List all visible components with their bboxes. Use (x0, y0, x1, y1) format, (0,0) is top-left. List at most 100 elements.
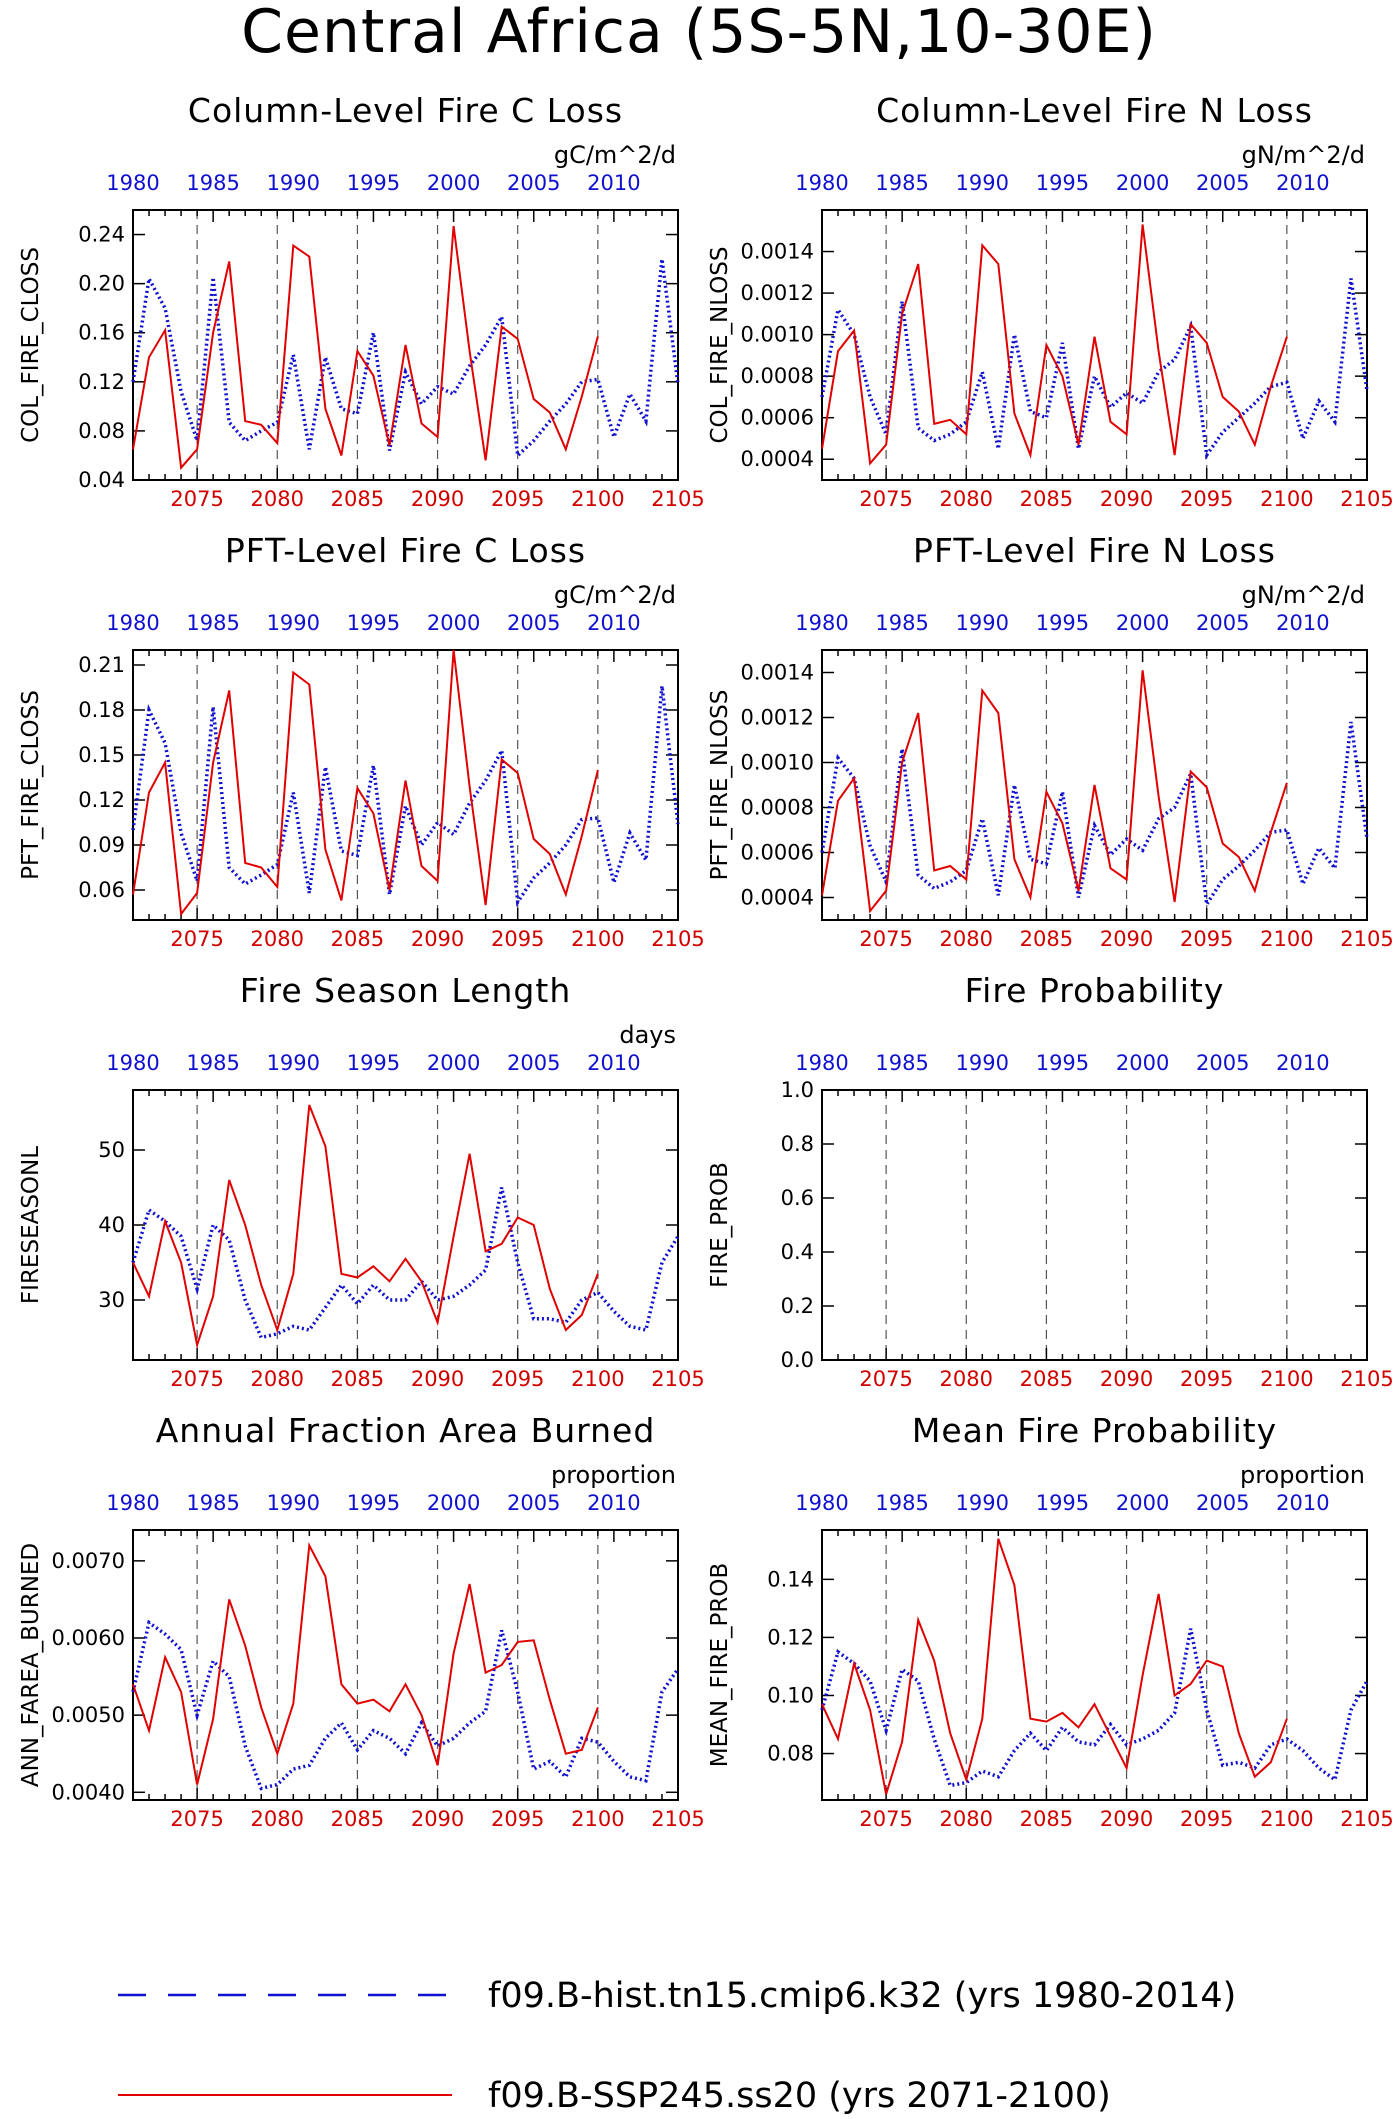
panel-title: Mean Fire Probability (912, 1411, 1277, 1450)
top-tick-label: 1990 (267, 1051, 320, 1075)
top-tick-label: 2000 (1116, 1491, 1169, 1515)
units-label: gC/m^2/d (554, 581, 676, 609)
y-tick-label: 0.0014 (741, 661, 814, 685)
x-tick-label: 2080 (940, 1807, 993, 1831)
y-tick-label: 0.18 (78, 698, 125, 722)
top-tick-label: 1995 (1036, 1051, 1089, 1075)
units-label: gC/m^2/d (554, 141, 676, 169)
legend-item-ssp: f09.B-SSP245.ss20 (yrs 2071-2100) (118, 2076, 1111, 2116)
panel-title: Annual Fraction Area Burned (156, 1411, 656, 1450)
y-tick-label: 0.24 (78, 223, 125, 247)
x-tick-label: 2085 (1020, 927, 1073, 951)
panel-title: Column-Level Fire C Loss (188, 91, 623, 130)
x-tick-label: 2095 (491, 1367, 544, 1391)
top-tick-label: 2010 (1276, 1051, 1329, 1075)
legend: f09.B-hist.tn15.cmip6.k32 (yrs 1980-2014… (118, 1976, 1236, 2116)
y-tick-label: 0.16 (78, 321, 125, 345)
top-tick-label: 2010 (1276, 611, 1329, 635)
units-label: proportion (551, 1461, 676, 1489)
top-tick-label: 1985 (186, 1491, 239, 1515)
y-tick-label: 0.20 (78, 272, 125, 296)
series-line-hist (131, 258, 680, 460)
legend-label: f09.B-hist.tn15.cmip6.k32 (yrs 1980-2014… (488, 1976, 1236, 2016)
series-line-ssp (821, 670, 1288, 914)
x-tick-label: 2090 (411, 1807, 464, 1831)
units-label: gN/m^2/d (1242, 581, 1365, 609)
x-tick-label: 2100 (1260, 487, 1313, 511)
x-tick-label: 2080 (940, 1367, 993, 1391)
x-tick-label: 2075 (859, 1367, 912, 1391)
y-tick-label: 0.12 (767, 1625, 814, 1649)
y-tick-label: 0.08 (78, 419, 125, 443)
panel-title: Column-Level Fire N Loss (876, 91, 1313, 130)
x-tick-label: 2095 (491, 487, 544, 511)
y-axis-label: PFT_FIRE_NLOSS (707, 690, 733, 881)
y-tick-label: 0.0010 (741, 323, 814, 347)
x-tick-label: 2105 (651, 487, 704, 511)
y-tick-label: 30 (98, 1288, 125, 1312)
y-tick-label: 50 (98, 1138, 125, 1162)
x-tick-label: 2100 (571, 487, 624, 511)
panel-fire-prob: Fire Probability FIRE_PROB 2075 2080 2085 209… (707, 971, 1394, 1391)
y-tick-label: 0.0004 (741, 447, 814, 471)
y-tick-label: 0.12 (78, 788, 125, 812)
figure-title: Central Africa (5S-5N,10-30E) (241, 0, 1157, 67)
x-tick-label: 2105 (651, 927, 704, 951)
top-tick-label: 1995 (347, 1051, 400, 1075)
top-tick-label: 1990 (956, 611, 1009, 635)
y-tick-label: 0.0014 (741, 240, 814, 264)
panel-title: PFT-Level Fire C Loss (225, 531, 586, 570)
panel-mean-fire-prob: Mean Fire Probability proportion MEAN_FIRE… (707, 1411, 1394, 1831)
y-tick-label: 0.0040 (52, 1780, 125, 1804)
series-line-ssp (132, 1541, 599, 1785)
series-line-ssp (132, 649, 599, 917)
y-tick-label: 0.08 (767, 1742, 814, 1766)
top-tick-label: 1985 (186, 611, 239, 635)
units-label: proportion (1240, 1461, 1365, 1489)
x-tick-label: 2085 (331, 927, 384, 951)
y-tick-label: 0.0008 (741, 796, 814, 820)
top-tick-label: 1995 (347, 611, 400, 635)
y-tick-label: 0.0006 (741, 841, 814, 865)
x-tick-label: 2080 (940, 927, 993, 951)
y-tick-label: 0.4 (781, 1240, 814, 1264)
series-line-ssp (132, 225, 599, 471)
y-tick-label: 0.0 (781, 1348, 814, 1372)
top-tick-label: 2010 (587, 171, 640, 195)
x-tick-label: 2090 (1100, 927, 1153, 951)
x-tick-label: 2075 (170, 1367, 223, 1391)
x-tick-label: 2085 (331, 1807, 384, 1831)
y-tick-label: 0.0010 (741, 751, 814, 775)
top-tick-label: 1995 (1036, 1491, 1089, 1515)
series-line-hist (131, 685, 680, 908)
panel-fireseasonl: Fire Season Length days FIRESEASONL 2075 208… (18, 971, 705, 1391)
x-tick-label: 2075 (859, 927, 912, 951)
units-label: days (619, 1021, 676, 1049)
x-tick-label: 2105 (651, 1807, 704, 1831)
y-tick-label: 0.14 (767, 1567, 814, 1591)
units-label: gN/m^2/d (1242, 141, 1365, 169)
y-axis-label: COL_FIRE_NLOSS (707, 246, 733, 443)
y-tick-label: 0.06 (78, 878, 125, 902)
y-tick-label: 0.10 (767, 1683, 814, 1707)
top-tick-label: 1980 (795, 1051, 848, 1075)
top-tick-label: 2010 (587, 1491, 640, 1515)
top-tick-label: 1990 (267, 171, 320, 195)
x-tick-label: 2090 (411, 1367, 464, 1391)
top-tick-label: 1980 (106, 171, 159, 195)
panel-title: Fire Season Length (240, 971, 571, 1010)
x-tick-label: 2095 (491, 927, 544, 951)
top-tick-label: 2000 (1116, 1051, 1169, 1075)
x-tick-label: 2095 (1180, 1807, 1233, 1831)
y-tick-label: 0.04 (78, 468, 125, 492)
top-tick-label: 1980 (795, 611, 848, 635)
x-tick-label: 2100 (571, 927, 624, 951)
x-tick-label: 2095 (1180, 487, 1233, 511)
top-tick-label: 1985 (186, 1051, 239, 1075)
top-tick-label: 1995 (347, 1491, 400, 1515)
y-tick-label: 0.0070 (52, 1549, 125, 1573)
top-tick-label: 1980 (106, 611, 159, 635)
panel-grid: Column-Level Fire C Loss gC/m^2/d COL_FIRE… (18, 91, 1394, 1831)
y-tick-label: 0.09 (78, 833, 125, 857)
